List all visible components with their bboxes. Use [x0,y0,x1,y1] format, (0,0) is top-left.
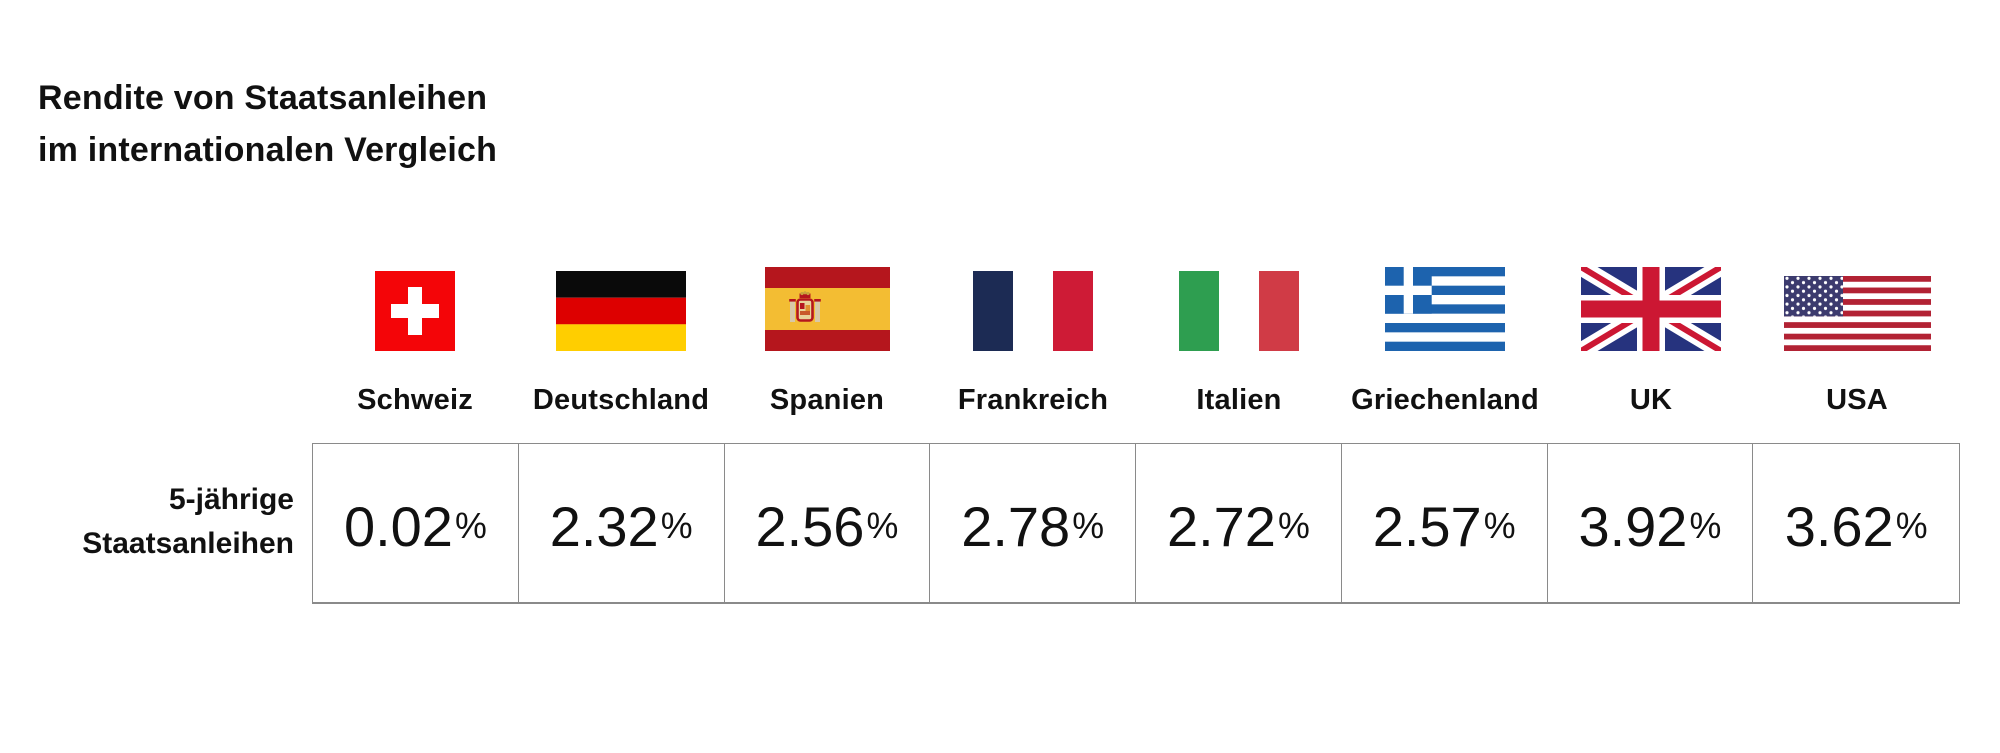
value-cell-uk: 3.92% [1548,444,1754,602]
country-label: Schweiz [357,384,473,416]
france-flag-icon [973,264,1093,351]
value-unit: % [1689,505,1722,546]
value-unit: % [454,505,487,546]
value-number: 0.02 [343,494,453,558]
row-label-line1: 5-jährige [168,483,294,516]
page-title-line2: im internationalen Vergleich [38,131,498,169]
value-number: 3.92 [1578,494,1688,558]
page-title-line1: Rendite von Staatsanleihen [38,79,488,117]
spain-flag-icon [764,264,890,351]
country-column-frankreich: Frankreich [930,264,1136,417]
value-unit: % [660,505,693,546]
value-unit: % [1277,505,1310,546]
value-cell-griechenland: 2.57% [1342,444,1548,602]
value-number: 2.57 [1372,494,1482,558]
value-number: 2.56 [755,494,865,558]
value-number: 2.32 [549,494,659,558]
value-unit: % [1072,505,1105,546]
italy-flag-icon [1179,264,1299,351]
value-number: 2.72 [1166,494,1276,558]
value-unit: % [1895,505,1928,546]
country-label: Griechenland [1351,384,1539,416]
greece-flag-icon [1385,264,1505,351]
country-column-italien: Italien [1136,264,1342,417]
country-column-griechenland: Griechenland [1342,264,1548,417]
country-label: USA [1826,384,1888,416]
value-cell-usa: 3.62% [1753,444,1959,602]
uk-flag-icon [1581,264,1721,351]
country-label: Deutschland [532,384,710,416]
country-column-spanien: Spanien [724,264,930,417]
country-label: UK [1629,384,1673,416]
value-unit: % [866,505,899,546]
value-cell-frankreich: 2.78% [930,444,1136,602]
row-label: 5-jährige Staatsanleihen [0,478,294,566]
country-column-usa: USA [1754,264,1960,417]
value-unit: % [1483,505,1516,546]
value-cell-spanien: 2.56% [725,444,931,602]
country-column-deutschland: Deutschland [518,264,724,417]
value-number: 3.62 [1784,494,1894,558]
value-cell-deutschland: 2.32% [519,444,725,602]
country-label: Frankreich [957,384,1109,416]
country-column-uk: UK [1548,264,1754,417]
values-table: 0.02% 2.32% 2.56% 2.78% 2.72% 2.57% 3.92… [312,443,1960,604]
value-cell-schweiz: 0.02% [313,444,519,602]
country-label: Spanien [769,384,885,416]
value-cell-italien: 2.72% [1136,444,1342,602]
germany-flag-icon [556,264,686,351]
country-header-row: Schweiz Deutschland [312,264,1960,417]
country-label: Italien [1196,384,1282,416]
country-column-schweiz: Schweiz [312,264,518,417]
page-title: Rendite von Staatsanleihen im internatio… [38,72,497,176]
switzerland-flag-icon [375,264,455,351]
usa-flag-icon [1783,264,1931,351]
value-number: 2.78 [961,494,1071,558]
row-label-line2: Staatsanleihen [82,527,294,560]
